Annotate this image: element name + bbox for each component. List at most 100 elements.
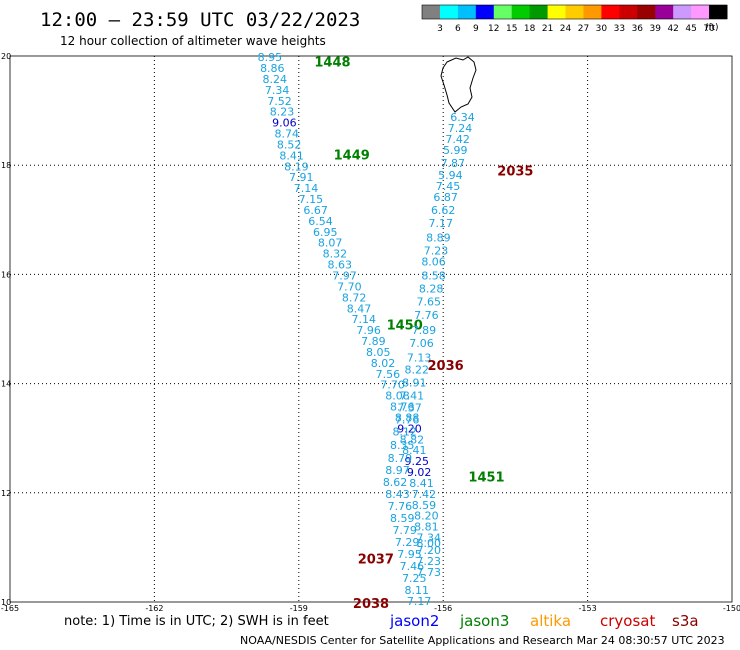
wave-height-value: 8.52 (277, 138, 302, 151)
colorbar-tick-label: 15 (506, 24, 517, 34)
y-tick-label: 12 (1, 489, 11, 498)
pass-label: 1451 (468, 470, 504, 485)
wave-height-value: 8.12 (392, 426, 417, 439)
wave-height-value: 7.42 (445, 133, 470, 146)
wave-height-value: 7.70 (380, 379, 405, 392)
wave-height-value: 9.25 (404, 455, 429, 468)
wave-height-value: 8.63 (327, 259, 352, 272)
wave-height-value: 9.06 (272, 117, 297, 130)
wave-height-value: 8.19 (284, 160, 309, 173)
wave-height-value: 6.62 (431, 204, 456, 217)
colorbar-tick-label: 45 (685, 24, 696, 34)
plot-area (9, 55, 733, 603)
wave-height-value: 5.94 (438, 169, 463, 182)
wave-height-value: 7.14 (294, 182, 319, 195)
grid (10, 56, 732, 602)
colorbar-tick-label: 12 (488, 24, 499, 34)
wave-height-value: 8.95 (258, 51, 283, 64)
colorbar-swatch (601, 5, 620, 19)
wave-height-value: 8.41 (409, 477, 434, 490)
wave-height-value: 8.79 (388, 452, 413, 465)
pass-label: 1450 (387, 319, 423, 334)
colorbar-swatch (529, 5, 549, 19)
colorbar-tick-label: 36 (632, 24, 644, 34)
wave-height-value: 8.41 (402, 444, 427, 457)
wave-height-value: 8.28 (419, 283, 444, 296)
wave-height-value: 7.20 (417, 544, 442, 557)
island-outline (440, 56, 477, 113)
footnote: note: 1) Time is in UTC; 2) SWH is in fe… (64, 614, 329, 629)
wave-height-value: 8.23 (270, 106, 295, 119)
wave-height-value: 8.58 (421, 269, 446, 282)
colorbar-swatch (493, 5, 513, 19)
wave-height-value: 8.89 (426, 231, 451, 244)
wave-height-value: 8.59 (412, 499, 437, 512)
wave-height-value: 8.06 (421, 255, 446, 268)
wave-height-value: 8.97 (385, 464, 410, 477)
colorbar-tick-label: 42 (667, 24, 678, 34)
colorbar-tick-label: 27 (578, 24, 589, 34)
y-tick-label: 14 (1, 380, 11, 389)
wave-height-value: 7.14 (352, 313, 377, 326)
satellite-legend-item: altika (530, 612, 571, 630)
wave-height-value: 8.86 (260, 62, 285, 75)
satellite-legend-item: jason3 (459, 612, 509, 630)
colorbar-tick-label: 70 (703, 24, 715, 34)
colorbar-tick-label: 30 (596, 24, 608, 34)
wave-height-value: 8.43 (385, 488, 410, 501)
wave-height-value: 7.65 (417, 296, 442, 309)
colorbar-swatch (422, 5, 441, 19)
x-tick-label: -165 (1, 604, 19, 613)
colorbar-tick-label: 9 (473, 24, 479, 34)
satellite-legend-item: s3a (672, 612, 699, 630)
colorbar-unit: (ft) (705, 23, 719, 33)
wave-height-value: 8.72 (342, 291, 367, 304)
wave-height-value: 8.76 (390, 401, 415, 414)
wave-height-value: 7.23 (424, 244, 449, 257)
wave-height-value: 7.87 (441, 157, 466, 170)
pass-label: 2037 (358, 552, 394, 567)
wave-height-value: 7.23 (417, 555, 442, 568)
chart-subtitle: 12 hour collection of altimeter wave hei… (60, 34, 326, 48)
colorbar-swatch (691, 5, 710, 19)
satellite-legend-item: cryosat (600, 612, 655, 630)
colorbar-swatch (547, 5, 567, 19)
pass-label: 1448 (314, 55, 350, 70)
colorbar-swatch (511, 5, 531, 19)
colorbar-tick-label: 18 (524, 24, 536, 34)
wave-height-value: 7.13 (407, 351, 432, 364)
x-tick-label: -159 (290, 604, 308, 613)
wave-height-value: 7.70 (337, 280, 362, 293)
wave-height-value: 7.96 (356, 324, 381, 337)
x-tick-label: -156 (434, 604, 452, 613)
satellite-legend: jason2 jason3 altika cryosat s3a (389, 612, 699, 630)
axis-labels: -165 -162 -159 -156 -153 -150 10 12 14 16 18 20 (1, 52, 740, 613)
wave-height-value: 7.79 (392, 524, 417, 537)
wave-height-value: 7.42 (412, 488, 437, 501)
wave-height-value: 8.35 (390, 439, 415, 452)
x-tick-label: -153 (579, 604, 597, 613)
wave-height-value: 7.73 (417, 566, 442, 579)
wave-height-value: 8.82 (400, 433, 425, 446)
colorbar-swatch (619, 5, 638, 19)
wave-height-value: 8.91 (402, 377, 427, 390)
wave-height-value: 7.76 (414, 309, 439, 322)
wave-height-value: 7.41 (400, 390, 425, 403)
wave-height-value: 7.17 (407, 595, 432, 608)
colorbar-tick-label: 3 (437, 24, 443, 34)
wave-height-value: 8.62 (383, 476, 408, 489)
track-labels: 8.958.868.247.347.528.239.068.748.528.41… (258, 51, 534, 612)
colorbar-border (421, 4, 728, 20)
wave-height-value: 8.74 (275, 128, 300, 141)
wave-height-value: 7.97 (332, 269, 357, 282)
wave-height-value: 8.07 (318, 237, 343, 250)
wave-height-value: 7.15 (299, 193, 324, 206)
wave-height-value: 6.87 (433, 191, 458, 204)
colorbar-swatch (439, 5, 459, 19)
wave-height-value: 7.76 (395, 414, 420, 427)
chart-title: 12:00 – 23:59 UTC 03/22/2023 (40, 9, 360, 31)
colorbar: 3 6 9 12 15 18 21 24 27 30 33 36 39 42 45 70 (421, 4, 728, 34)
pass-label: 2035 (497, 165, 533, 180)
wave-height-value: 8.05 (366, 346, 391, 359)
